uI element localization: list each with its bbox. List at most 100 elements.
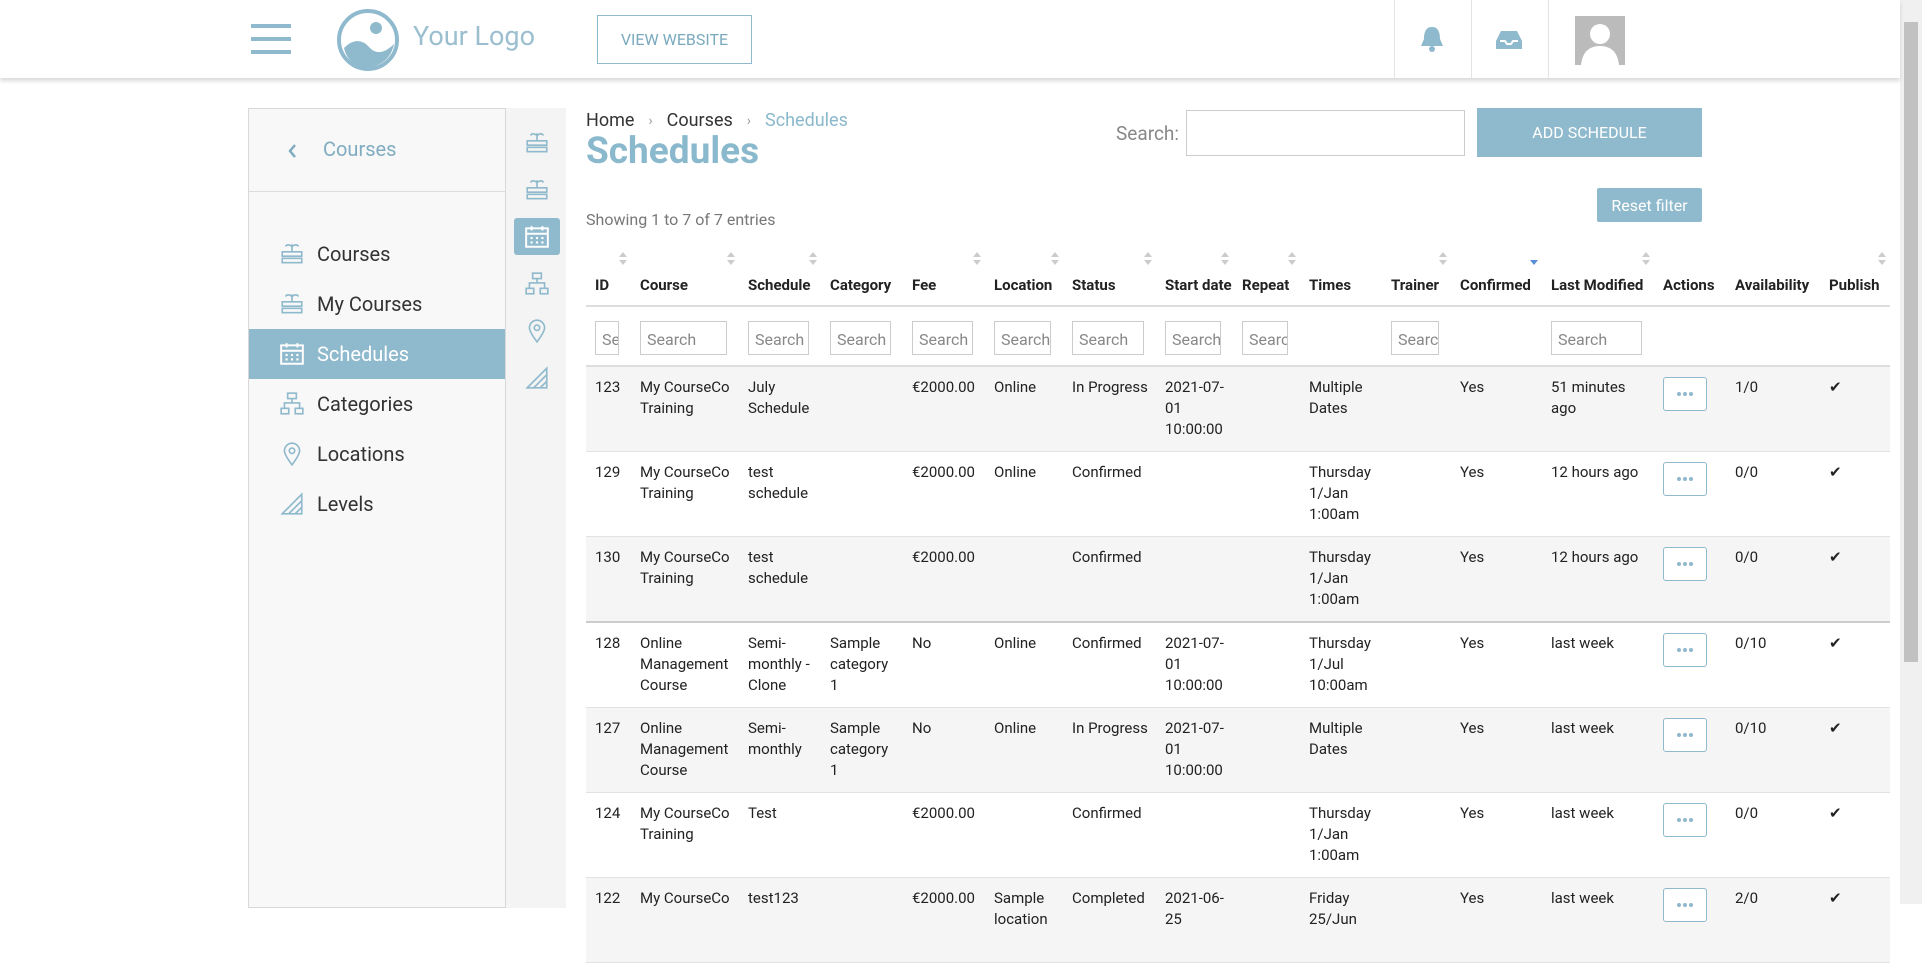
column-header-label[interactable]: Course <box>640 276 688 294</box>
table-cell: In Progress <box>1063 366 1156 452</box>
sidebar-item-label[interactable]: Locations <box>317 442 405 466</box>
column-header-label[interactable]: Repeat <box>1242 276 1290 294</box>
column-header[interactable]: ID <box>586 245 631 307</box>
sidebar-item[interactable]: My Courses <box>249 279 505 329</box>
logo-text[interactable]: Your Logo <box>413 20 535 52</box>
entries-info: Showing 1 to 7 of 7 entries <box>586 210 776 229</box>
column-header[interactable]: Schedule <box>739 245 821 307</box>
breadcrumb-item[interactable]: Courses <box>666 110 733 131</box>
sort-icon[interactable] <box>809 251 817 267</box>
sort-icon[interactable] <box>1221 251 1229 267</box>
strip-icon[interactable] <box>514 218 560 255</box>
strip-icon[interactable] <box>514 124 560 161</box>
table-cell: Yes <box>1451 707 1542 793</box>
column-filter-input[interactable]: Search <box>830 321 891 355</box>
scrollbar-thumb[interactable] <box>1904 22 1918 662</box>
breadcrumb-item[interactable]: Home <box>586 110 635 131</box>
strip-icon[interactable] <box>514 312 560 349</box>
column-filter-input[interactable]: Search <box>748 321 809 355</box>
table-cell: Yes <box>1451 451 1542 537</box>
actions-button[interactable] <box>1663 633 1707 667</box>
column-header[interactable]: Course <box>631 245 739 307</box>
reset-filter-button[interactable]: Reset filter <box>1597 188 1702 222</box>
column-header[interactable]: Trainer <box>1382 245 1451 307</box>
sidebar-item-label[interactable]: My Courses <box>317 292 423 316</box>
search-input[interactable] <box>1186 110 1465 156</box>
scrollbar[interactable] <box>1900 0 1922 904</box>
column-filter-input[interactable]: Search <box>994 321 1051 355</box>
inbox-icon[interactable] <box>1494 29 1524 51</box>
sort-icon[interactable] <box>1530 251 1538 267</box>
column-filter-input[interactable]: Search <box>1551 321 1642 355</box>
actions-button[interactable] <box>1663 462 1707 496</box>
actions-button[interactable] <box>1663 888 1707 922</box>
column-header-label[interactable]: Trainer <box>1391 276 1440 294</box>
column-filter-input[interactable]: Search <box>1072 321 1144 355</box>
column-header[interactable]: Publish <box>1820 245 1890 307</box>
table-cell <box>985 536 1063 623</box>
column-filter-input[interactable]: Search <box>1165 321 1221 355</box>
column-header-label[interactable]: Last Modified <box>1551 276 1644 294</box>
actions-button[interactable] <box>1663 547 1707 581</box>
user-avatar[interactable] <box>1575 16 1625 65</box>
sidebar-item[interactable]: Levels <box>249 479 505 529</box>
menu-button[interactable] <box>251 22 291 56</box>
column-header[interactable]: Last Modified <box>1542 245 1654 307</box>
strip-icon[interactable] <box>514 359 560 396</box>
actions-button[interactable] <box>1663 377 1707 411</box>
sort-icon[interactable] <box>1144 251 1152 267</box>
filter-cell: Search <box>631 306 739 367</box>
strip-icon[interactable] <box>514 265 560 302</box>
sidebar-item-label[interactable]: Courses <box>317 242 391 266</box>
strip-icon[interactable] <box>514 171 560 208</box>
actions-button[interactable] <box>1663 803 1707 837</box>
column-header[interactable]: Status <box>1063 245 1156 307</box>
column-header-label[interactable]: Schedule <box>748 276 811 294</box>
sort-icon[interactable] <box>727 251 735 267</box>
sort-icon[interactable] <box>1642 251 1650 267</box>
column-filter-input[interactable]: Search <box>595 321 619 355</box>
column-header[interactable]: Location <box>985 245 1063 307</box>
sort-icon[interactable] <box>1288 251 1296 267</box>
column-header-label[interactable]: ID <box>595 276 610 294</box>
column-filter-input[interactable]: Search <box>1391 321 1439 355</box>
table-cell <box>1654 536 1726 623</box>
column-header[interactable]: Start date <box>1156 245 1233 307</box>
column-filter-input[interactable]: Search <box>912 321 973 355</box>
sort-icon[interactable] <box>1439 251 1447 267</box>
column-filter-input[interactable]: Search <box>1242 321 1288 355</box>
notifications-icon[interactable] <box>1419 25 1445 53</box>
table-cell: My CourseCo Training <box>631 366 739 452</box>
sidebar-back[interactable]: Courses <box>249 109 505 192</box>
breadcrumb-item[interactable]: Schedules <box>765 110 848 131</box>
sidebar-back-label[interactable]: Courses <box>323 137 397 161</box>
column-header-label[interactable]: Confirmed <box>1460 276 1531 294</box>
column-header-label[interactable]: Publish <box>1829 276 1880 294</box>
sidebar-item[interactable]: Schedules <box>249 329 505 379</box>
logo-icon[interactable] <box>336 8 400 72</box>
sidebar-item-label[interactable]: Categories <box>317 392 414 416</box>
sidebar-item[interactable]: Categories <box>249 379 505 429</box>
sidebar-item-label[interactable]: Schedules <box>317 342 410 366</box>
sidebar-item[interactable]: Courses <box>249 229 505 279</box>
sidebar-item[interactable]: Locations <box>249 429 505 479</box>
sidebar-item-label[interactable]: Levels <box>317 492 374 516</box>
sort-icon[interactable] <box>1878 251 1886 267</box>
dots-icon <box>1677 477 1693 481</box>
column-header-label[interactable]: Fee <box>912 276 937 294</box>
column-header-label[interactable]: Status <box>1072 276 1116 294</box>
column-header[interactable]: Repeat <box>1233 245 1300 307</box>
column-header[interactable]: Fee <box>903 245 985 307</box>
table-cell <box>1382 622 1451 708</box>
column-header[interactable]: Confirmed <box>1451 245 1542 307</box>
actions-button[interactable] <box>1663 718 1707 752</box>
sort-icon[interactable] <box>619 251 627 267</box>
column-header-label[interactable]: Start date <box>1165 276 1232 294</box>
sort-icon[interactable] <box>1051 251 1059 267</box>
add-schedule-button[interactable]: ADD SCHEDULE <box>1477 108 1702 157</box>
view-website-button[interactable]: VIEW WEBSITE <box>597 15 752 64</box>
sort-icon[interactable] <box>973 251 981 267</box>
table-cell: My CourseCo Training <box>631 792 739 878</box>
column-filter-input[interactable]: Search <box>640 321 727 355</box>
column-header-label[interactable]: Location <box>994 276 1053 294</box>
